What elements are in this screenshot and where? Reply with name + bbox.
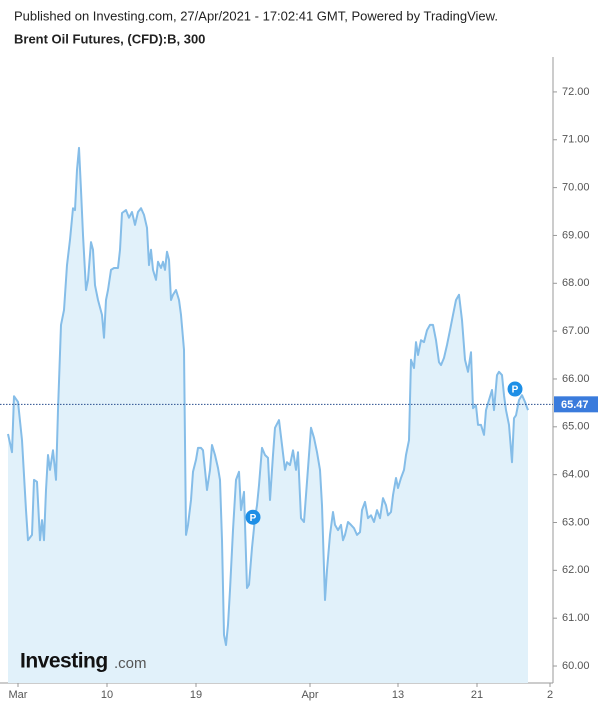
- y-tick-label: 68.00: [562, 277, 590, 289]
- area: [8, 147, 528, 683]
- chart-title: Brent Oil Futures, (CFD):B, 300: [14, 31, 205, 46]
- y-tick-label: 72.00: [562, 86, 590, 98]
- x-tick-label: Mar: [9, 689, 28, 701]
- last-price-tag: [554, 396, 598, 413]
- y-tick-label: 70.00: [562, 182, 590, 194]
- line: [7, 146, 529, 646]
- y-tick-label: 60.00: [562, 660, 590, 672]
- x-tick-label: Apr: [301, 689, 318, 701]
- y-tick-label: 64.00: [562, 469, 590, 481]
- y-tick-label: 66.00: [562, 373, 590, 385]
- published-note: Published on Investing.com, 27/Apr/2021 …: [14, 8, 498, 23]
- x-tick-label: 10: [101, 689, 113, 701]
- event-marker: [507, 381, 523, 397]
- last-price-label: 65.47: [561, 399, 589, 411]
- y-tick-label: 69.00: [562, 229, 590, 241]
- y-tick-label: 61.00: [562, 612, 590, 624]
- x-tick-label: 21: [471, 689, 483, 701]
- event-marker-label: P: [250, 513, 257, 524]
- y-tick-label: 63.00: [562, 516, 590, 528]
- event-marker-label: P: [512, 385, 519, 396]
- x-tick-label: 19: [190, 689, 202, 701]
- y-tick-label: 65.00: [562, 421, 590, 433]
- y-tick-label: 71.00: [562, 134, 590, 146]
- y-tick-label: 67.00: [562, 325, 590, 337]
- logo-suffix: .com: [114, 655, 147, 672]
- y-tick-label: 62.00: [562, 564, 590, 576]
- plot: [0, 146, 553, 683]
- logo-name: Investing: [20, 650, 108, 673]
- event-marker: [245, 509, 261, 525]
- x-tick-label: 13: [392, 689, 404, 701]
- x-tick-label: 2: [547, 689, 553, 701]
